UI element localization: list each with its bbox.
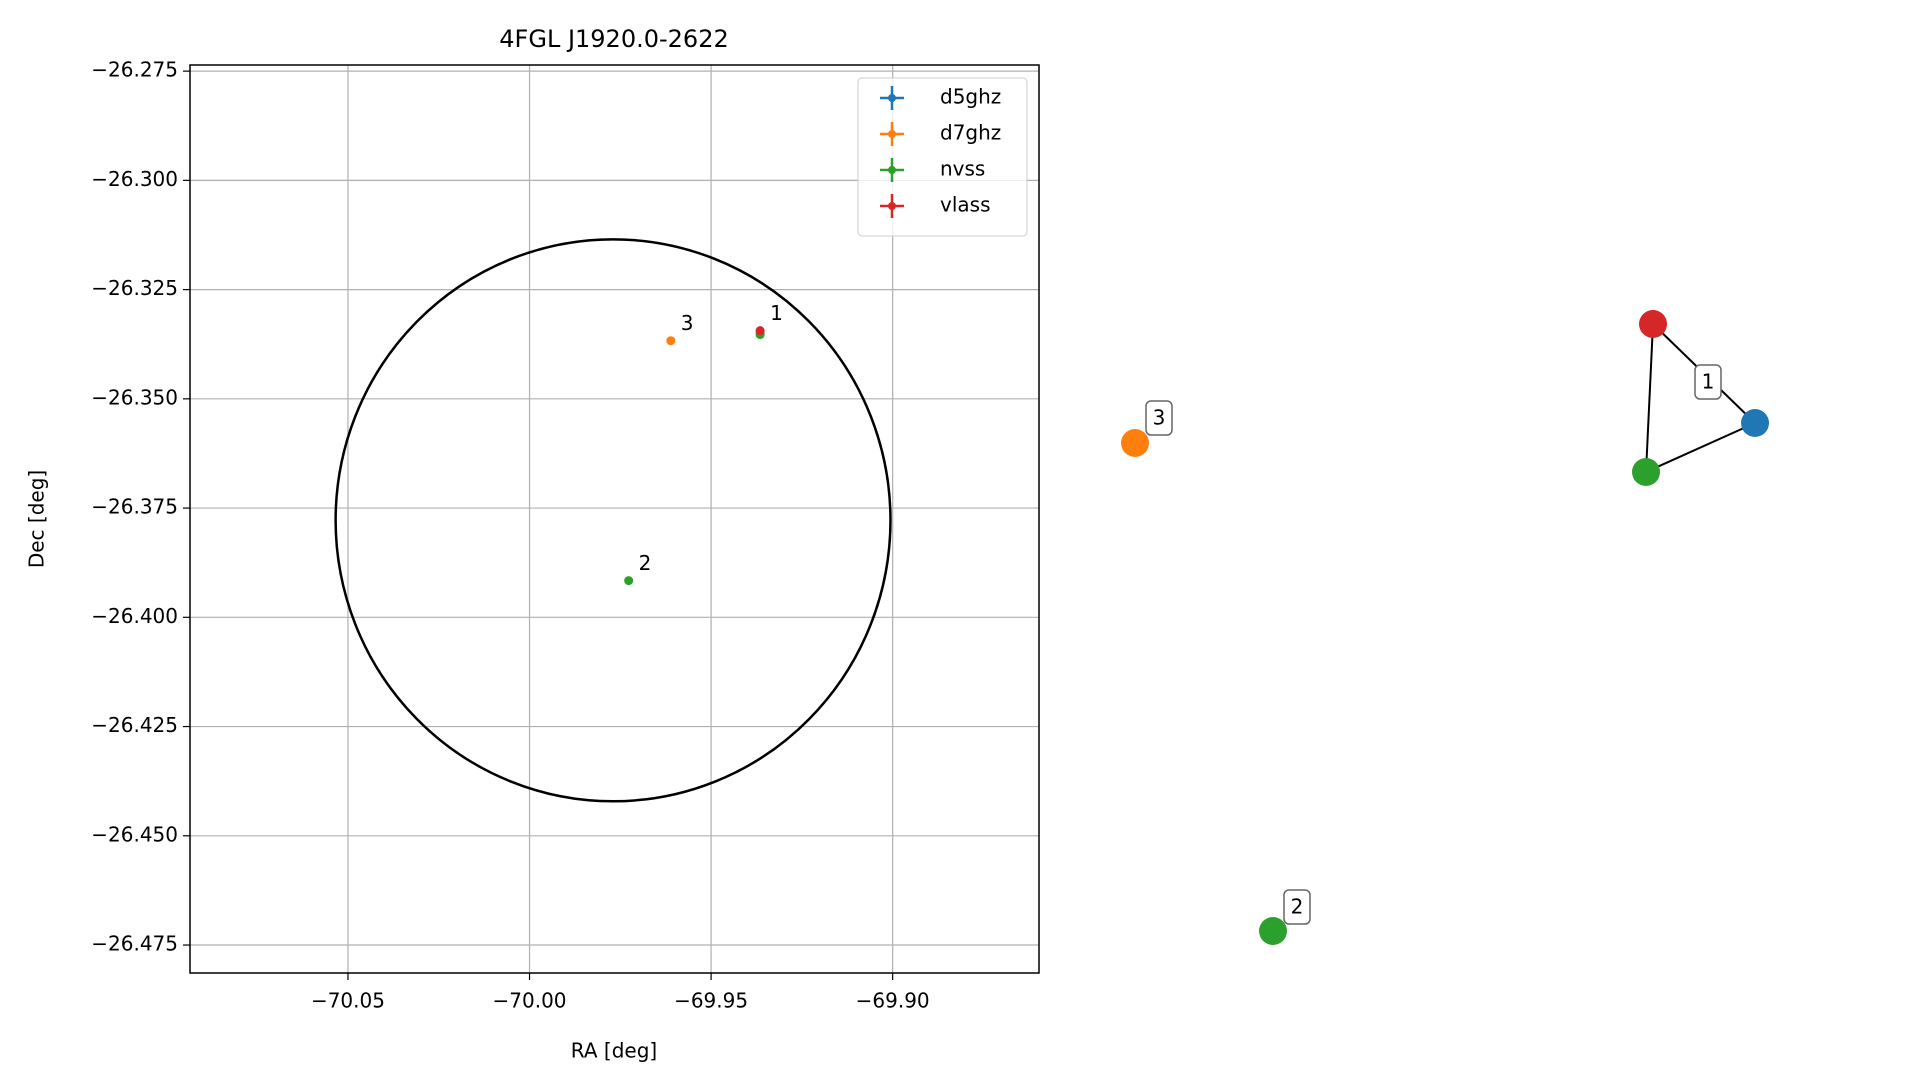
legend-marker [888,166,896,174]
plot-frame [189,64,1040,974]
y-tick-label: −26.475 [91,932,178,956]
graph-label: 3 [1153,406,1166,430]
graph-label-box [1694,364,1722,400]
y-tick-label: −26.375 [91,495,178,519]
graph-label: 2 [1291,895,1304,919]
legend-label: d5ghz [940,85,1001,109]
localization-ellipse [334,238,892,803]
graph-node [1741,409,1769,437]
y-tick-label: −26.275 [91,58,178,82]
x-axis-label: RA [deg] [571,1039,657,1063]
x-tick-label: −70.00 [493,989,567,1013]
graph-label-box [1283,889,1311,925]
legend-label: vlass [940,193,991,217]
data-point [666,336,676,346]
graph-node [1259,917,1287,945]
data-point [755,326,765,336]
chart-title: 4FGL J1920.0-2622 [499,25,728,53]
graph-edge [1645,422,1756,473]
y-tick-label: −26.400 [91,604,178,628]
legend-label: nvss [940,157,985,181]
legend-marker [888,94,896,102]
legend-label: d7ghz [940,121,1001,145]
y-tick-label: −26.300 [91,167,178,191]
point-annotation: 3 [681,311,694,335]
graph-edge [1645,323,1654,473]
graph-label-box [1145,400,1173,436]
y-tick-label: −26.450 [91,822,178,846]
point-annotation: 2 [639,551,652,575]
graph-node [1632,458,1660,486]
y-axis-label: Dec [deg] [25,470,49,568]
x-tick-label: −69.90 [856,989,930,1013]
data-point [624,576,634,586]
point-annotation: 1 [770,301,783,325]
x-tick-label: −70.05 [311,989,385,1013]
legend-marker [888,202,896,210]
graph-node [1639,310,1667,338]
graph-node [1121,429,1149,457]
graph-label: 1 [1702,370,1715,394]
y-tick-label: −26.325 [91,276,178,300]
x-tick-label: −69.95 [674,989,748,1013]
legend-marker [888,130,896,138]
legend-box [857,77,1028,237]
y-tick-label: −26.350 [91,385,178,409]
y-tick-label: −26.425 [91,713,178,737]
